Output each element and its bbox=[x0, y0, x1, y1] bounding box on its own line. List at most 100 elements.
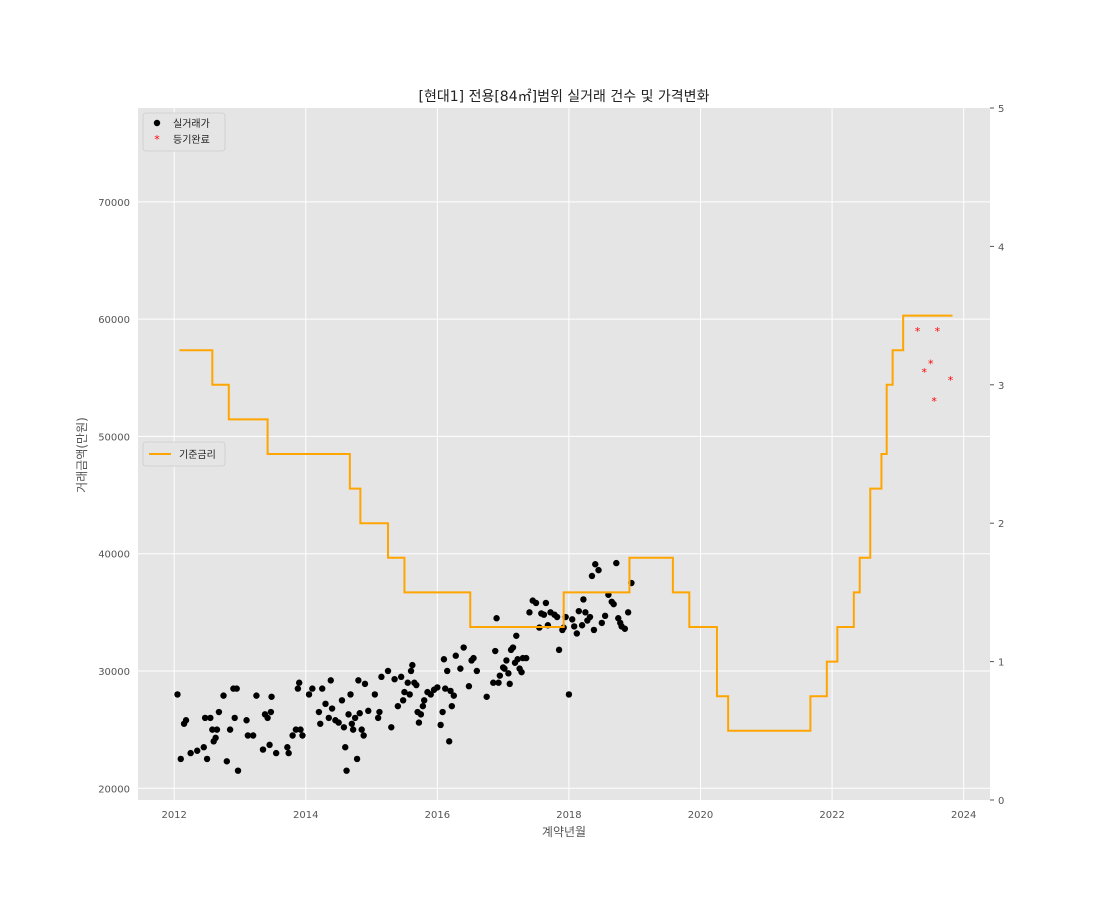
price-point bbox=[294, 685, 302, 692]
price-point bbox=[613, 559, 620, 567]
price-point bbox=[305, 691, 313, 698]
price-point bbox=[268, 693, 275, 700]
price-point bbox=[322, 700, 329, 708]
price-point bbox=[223, 758, 231, 765]
price-point bbox=[284, 744, 291, 751]
price-point bbox=[361, 680, 369, 688]
price-point bbox=[220, 692, 227, 699]
x-tick-label: 2016 bbox=[425, 810, 450, 821]
price-point bbox=[264, 714, 271, 722]
price-point bbox=[234, 767, 242, 774]
price-point bbox=[394, 702, 402, 710]
price-point bbox=[440, 656, 448, 663]
price-point bbox=[569, 616, 576, 623]
price-point bbox=[420, 697, 428, 704]
price-point bbox=[209, 726, 216, 733]
price-point bbox=[212, 734, 219, 742]
legend-price-label: 실거래가 bbox=[173, 118, 210, 130]
price-point bbox=[573, 630, 581, 637]
registered-point: * bbox=[928, 358, 934, 371]
price-point bbox=[580, 596, 587, 603]
price-point bbox=[501, 665, 508, 672]
price-point bbox=[226, 726, 234, 733]
price-point bbox=[496, 672, 504, 679]
price-point bbox=[317, 720, 324, 727]
legend-price-marker bbox=[153, 119, 161, 127]
y2-tick-label: 1 bbox=[998, 658, 1004, 669]
y-tick-label: 20000 bbox=[98, 784, 130, 795]
price-point bbox=[445, 738, 453, 745]
price-point bbox=[401, 688, 408, 696]
price-point bbox=[526, 609, 533, 616]
price-point bbox=[200, 744, 207, 751]
y-tick-label: 30000 bbox=[98, 667, 130, 678]
price-point bbox=[417, 711, 425, 718]
price-point bbox=[358, 726, 365, 733]
price-point bbox=[427, 691, 434, 698]
price-point bbox=[353, 755, 361, 763]
price-point bbox=[376, 708, 383, 716]
price-point bbox=[338, 697, 346, 704]
price-point bbox=[174, 691, 181, 698]
y2-tick-label: 3 bbox=[998, 381, 1004, 392]
price-point bbox=[347, 691, 354, 698]
y2-tick-label: 5 bbox=[998, 104, 1004, 115]
price-point bbox=[509, 644, 517, 651]
price-point bbox=[325, 714, 332, 722]
price-point bbox=[434, 684, 441, 691]
price-point bbox=[624, 609, 632, 616]
price-point bbox=[297, 726, 304, 733]
price-point bbox=[505, 670, 512, 677]
y-tick-label: 60000 bbox=[98, 315, 130, 326]
price-point bbox=[388, 724, 395, 731]
price-point bbox=[404, 679, 411, 686]
price-point bbox=[595, 566, 602, 574]
price-point bbox=[299, 732, 306, 739]
price-point bbox=[413, 681, 420, 689]
price-point bbox=[340, 724, 348, 731]
rate-step-line bbox=[179, 314, 953, 732]
legend-rate-label: 기준금리 bbox=[179, 449, 216, 461]
price-point bbox=[194, 747, 201, 754]
price-point bbox=[503, 657, 510, 664]
price-point bbox=[575, 607, 583, 615]
price-point bbox=[207, 714, 214, 722]
price-point bbox=[457, 665, 464, 672]
plot-area: 2012 2014 2016 2018 2020 2022 2024200003000040… bbox=[98, 104, 1004, 821]
chart-title: [현대1] 전용[84㎡]범위 실거래 건수 및 가격변화 bbox=[419, 89, 710, 105]
price-point bbox=[588, 572, 596, 580]
price-point bbox=[319, 685, 326, 692]
price-point bbox=[553, 613, 561, 621]
price-point bbox=[493, 615, 500, 622]
price-point bbox=[540, 611, 548, 618]
registered-point: * bbox=[915, 325, 921, 338]
price-point bbox=[201, 714, 209, 722]
price-point bbox=[578, 622, 586, 629]
price-point bbox=[327, 677, 334, 684]
price-point bbox=[378, 673, 385, 681]
price-point bbox=[448, 702, 456, 710]
y2-tick-label: 4 bbox=[998, 242, 1004, 253]
price-point bbox=[621, 625, 629, 632]
y2-tick-label: 2 bbox=[998, 519, 1004, 530]
price-point bbox=[215, 708, 223, 716]
price-point bbox=[601, 612, 609, 620]
price-point bbox=[292, 726, 300, 733]
price-point bbox=[253, 692, 260, 699]
price-point bbox=[348, 720, 356, 727]
price-point bbox=[259, 746, 267, 753]
price-point bbox=[450, 692, 457, 699]
price-point bbox=[328, 705, 336, 712]
price-point bbox=[582, 609, 589, 616]
price-point bbox=[267, 708, 275, 716]
price-point bbox=[490, 679, 497, 686]
price-point bbox=[495, 679, 502, 686]
y-tick-label: 50000 bbox=[98, 432, 130, 443]
x-tick-label: 2022 bbox=[819, 810, 844, 821]
price-point bbox=[233, 685, 240, 692]
price-point bbox=[391, 675, 398, 683]
price-point bbox=[514, 656, 521, 663]
price-point bbox=[419, 702, 427, 710]
price-point bbox=[460, 644, 467, 651]
price-point bbox=[570, 623, 578, 630]
